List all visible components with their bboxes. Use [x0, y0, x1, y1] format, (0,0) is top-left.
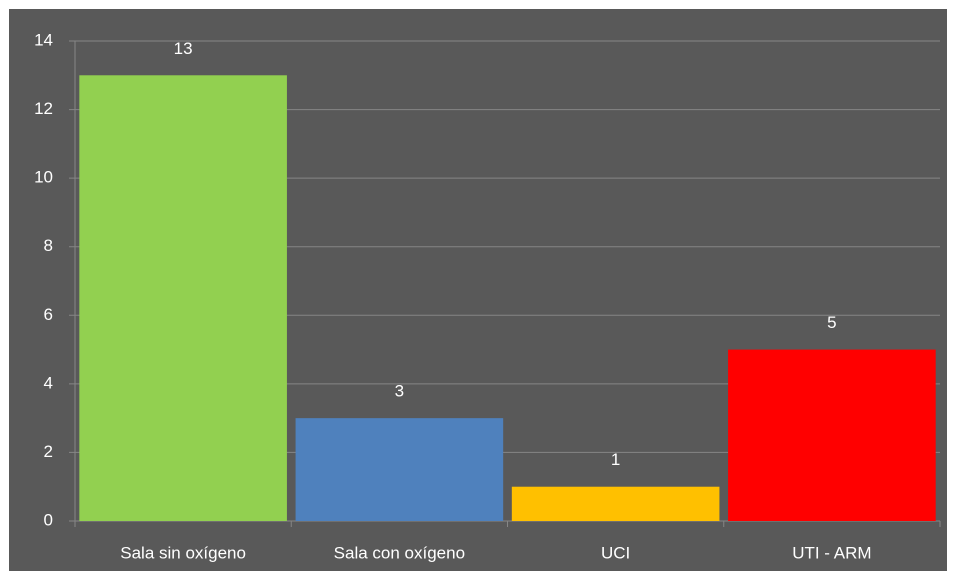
y-tick-label: 2 [44, 442, 53, 461]
data-label: 13 [174, 39, 193, 58]
x-tick-label: Sala sin oxígeno [120, 543, 246, 562]
bar [728, 349, 936, 521]
data-label: 1 [611, 450, 620, 469]
y-tick-label: 14 [34, 30, 53, 49]
bar [295, 418, 504, 521]
x-tick-label: Sala con oxígeno [334, 543, 465, 562]
y-tick-label: 10 [34, 168, 53, 187]
y-tick-label: 4 [44, 373, 53, 392]
x-tick-label: UCI [601, 543, 630, 562]
y-tick-label: 6 [44, 305, 53, 324]
data-label: 5 [827, 313, 836, 332]
bar [79, 75, 287, 522]
y-tick-label: 8 [44, 236, 53, 255]
x-tick-label: UTI - ARM [792, 543, 871, 562]
y-tick-label: 12 [34, 99, 53, 118]
data-label: 3 [395, 382, 404, 401]
bar [511, 486, 720, 521]
y-tick-label: 0 [44, 510, 53, 529]
